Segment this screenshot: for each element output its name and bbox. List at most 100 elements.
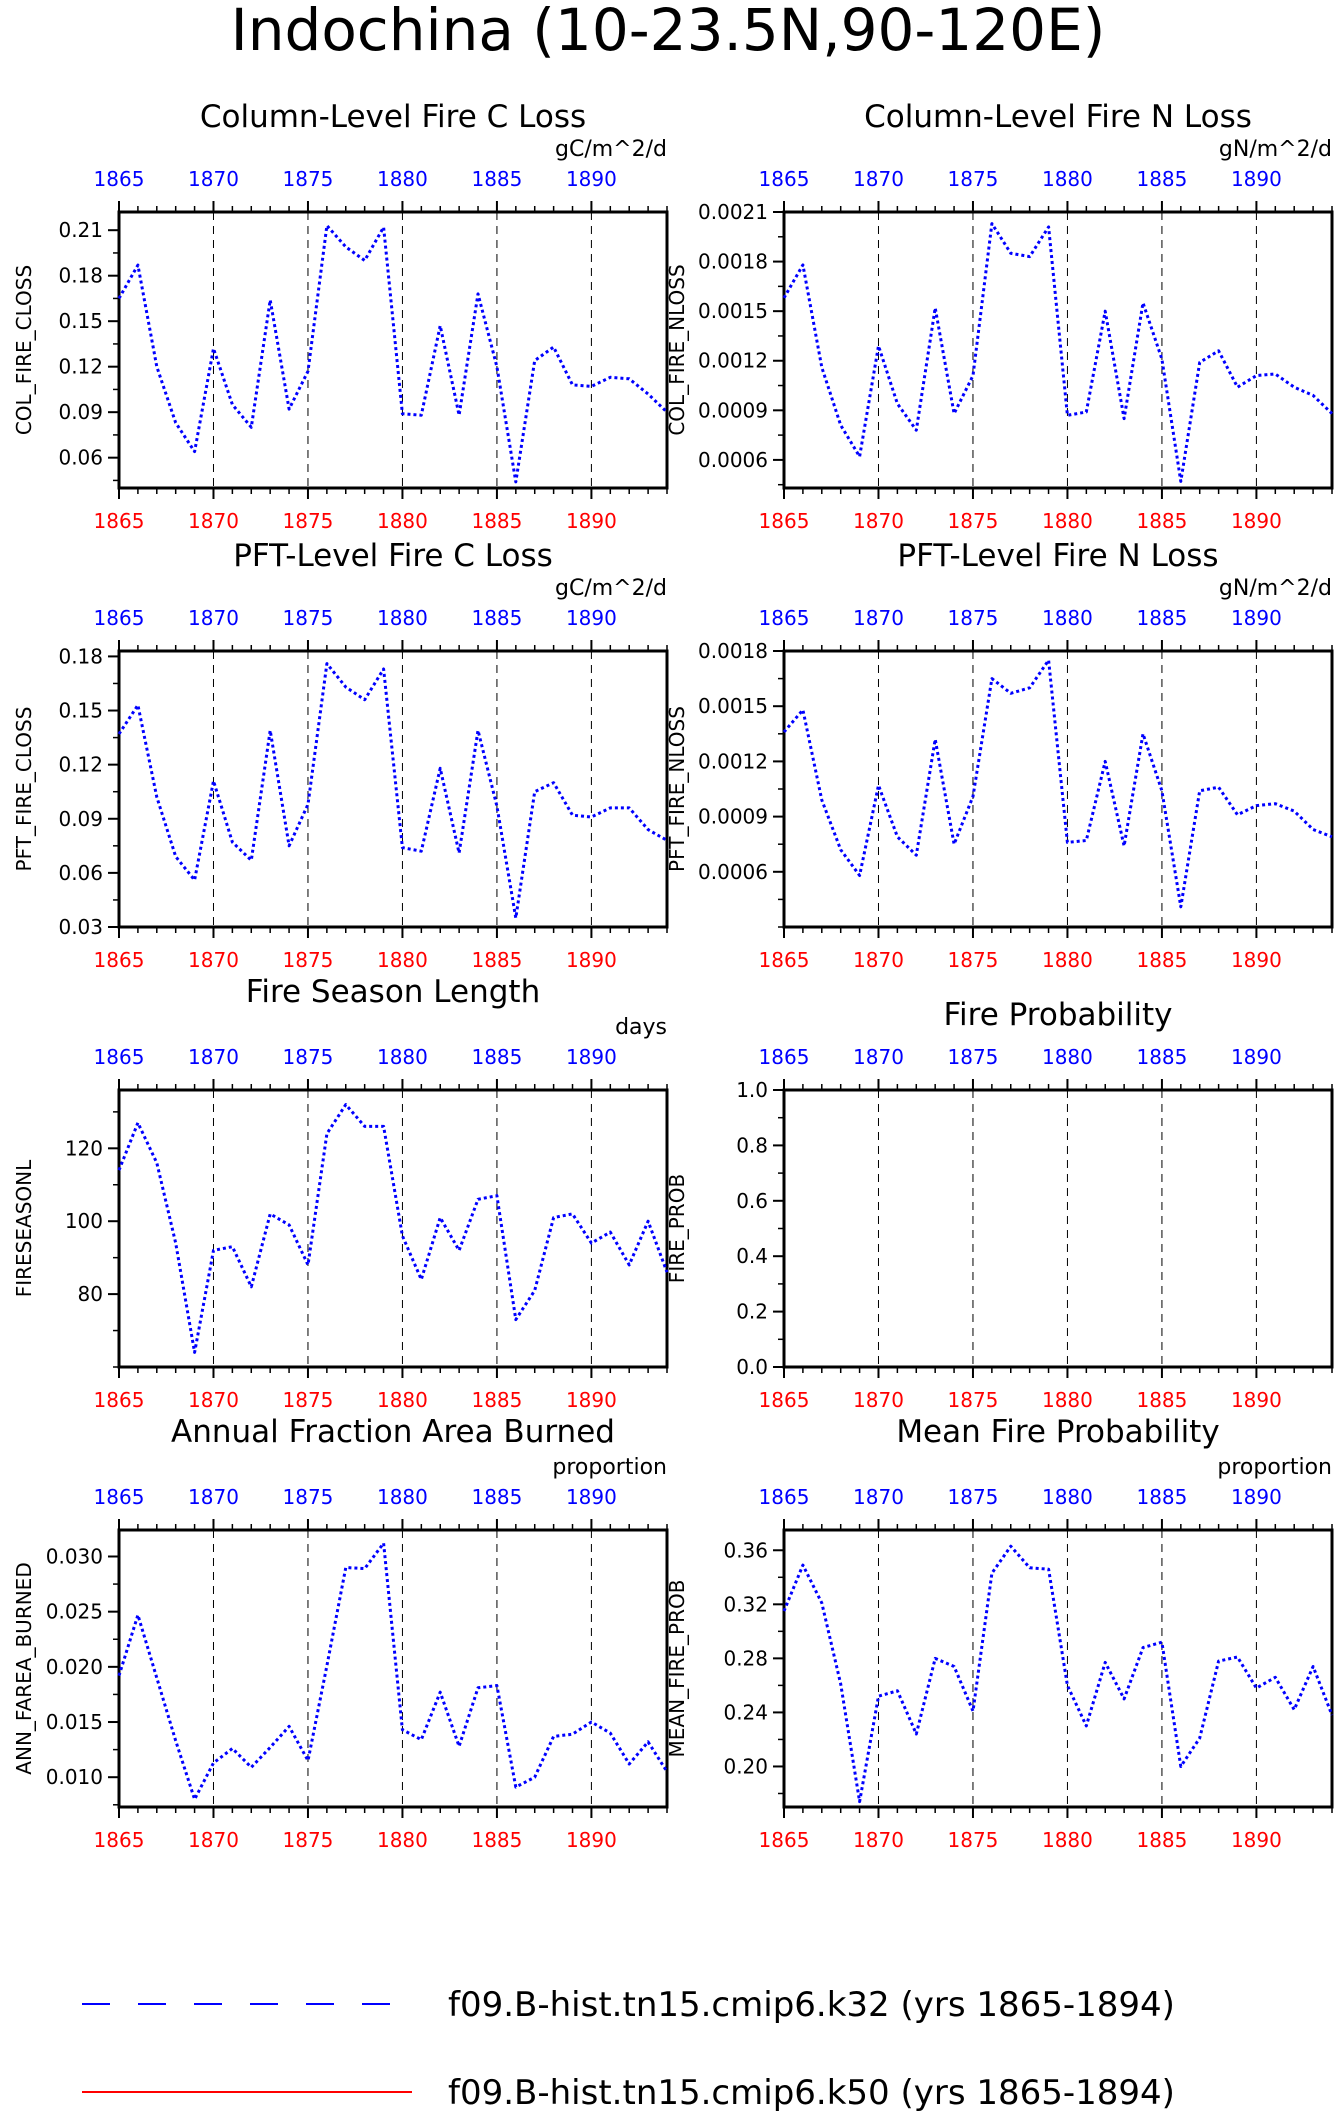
plot-frame bbox=[782, 1528, 1334, 1809]
x-tick-label-top: 1875 bbox=[948, 606, 999, 630]
legend-label-k50: f09.B-hist.tn15.cmip6.k50 (yrs 1865-1894… bbox=[448, 2073, 1175, 2113]
chart-panel-4: Fire Season Length days 1865 1865 1870 1870 18… bbox=[12, 974, 669, 1412]
panel-title: Fire Season Length bbox=[246, 974, 540, 1010]
y-axis-label: ANN_FAREA_BURNED bbox=[12, 1562, 36, 1774]
x-tick-label-bottom: 1885 bbox=[471, 948, 522, 972]
x-tick-label-bottom: 1890 bbox=[566, 1828, 617, 1852]
x-tick-label-top: 1870 bbox=[853, 1045, 904, 1069]
y-tick-label: 0.8 bbox=[736, 1133, 768, 1157]
x-tick-label-top: 1885 bbox=[1136, 1045, 1187, 1069]
panel-title: PFT-Level Fire N Loss bbox=[897, 538, 1218, 574]
x-tick-label-bottom: 1865 bbox=[94, 509, 145, 533]
x-tick-label-top: 1870 bbox=[188, 606, 239, 630]
x-tick-label-top: 1880 bbox=[377, 1485, 428, 1509]
y-tick-label: 0.0018 bbox=[698, 639, 768, 663]
x-tick-label-top: 1885 bbox=[471, 1045, 522, 1069]
y-axis-label: PFT_FIRE_CLOSS bbox=[12, 707, 36, 872]
series-line bbox=[117, 662, 668, 920]
x-tick-label-top: 1885 bbox=[471, 167, 522, 191]
x-tick-label-top: 1885 bbox=[1136, 1485, 1187, 1509]
y-tick-label: 0.0012 bbox=[698, 349, 768, 373]
x-tick-label-bottom: 1870 bbox=[188, 948, 239, 972]
x-tick-label-bottom: 1880 bbox=[1042, 948, 1093, 972]
y-tick-label: 0.36 bbox=[723, 1538, 768, 1562]
y-tick-label: 0.0006 bbox=[698, 860, 768, 884]
x-tick-label-top: 1890 bbox=[566, 167, 617, 191]
x-tick-label-bottom: 1890 bbox=[1231, 509, 1282, 533]
y-tick-label: 0.12 bbox=[58, 355, 103, 379]
x-tick-label-top: 1880 bbox=[377, 1045, 428, 1069]
x-tick-label-top: 1870 bbox=[853, 167, 904, 191]
x-tick-label-bottom: 1875 bbox=[948, 948, 999, 972]
x-tick-label-top: 1875 bbox=[283, 606, 334, 630]
x-tick-label-top: 1880 bbox=[1042, 606, 1093, 630]
panel-title: Column-Level Fire N Loss bbox=[864, 99, 1252, 135]
plot-frame bbox=[782, 210, 1334, 490]
x-tick-label-bottom: 1870 bbox=[853, 948, 904, 972]
x-tick-label-top: 1890 bbox=[1231, 1045, 1282, 1069]
x-tick-label-bottom: 1880 bbox=[377, 509, 428, 533]
y-tick-label: 0.09 bbox=[58, 400, 103, 424]
y-axis-label: COL_FIRE_NLOSS bbox=[665, 264, 689, 435]
x-tick-label-top: 1865 bbox=[759, 167, 810, 191]
y-tick-label: 0.0009 bbox=[698, 805, 768, 829]
y-tick-label: 0.15 bbox=[58, 309, 103, 333]
legend-label-k32: f09.B-hist.tn15.cmip6.k32 (yrs 1865-1894… bbox=[448, 1985, 1175, 2025]
y-tick-label: 0.2 bbox=[736, 1300, 768, 1324]
x-tick-label-top: 1865 bbox=[759, 1485, 810, 1509]
x-tick-label-bottom: 1865 bbox=[94, 1828, 145, 1852]
x-tick-label-bottom: 1870 bbox=[188, 1388, 239, 1412]
x-tick-label-top: 1875 bbox=[283, 167, 334, 191]
x-tick-label-bottom: 1875 bbox=[948, 1388, 999, 1412]
y-tick-label: 0.020 bbox=[46, 1655, 103, 1679]
y-tick-label: 0.0012 bbox=[698, 749, 768, 773]
y-tick-label: 0.4 bbox=[736, 1244, 768, 1268]
x-tick-label-bottom: 1880 bbox=[1042, 1828, 1093, 1852]
units-label: days bbox=[615, 1015, 667, 1040]
y-tick-label: 0.09 bbox=[58, 807, 103, 831]
x-tick-label-top: 1870 bbox=[853, 606, 904, 630]
y-tick-label: 0.06 bbox=[58, 446, 103, 470]
x-tick-label-top: 1880 bbox=[377, 606, 428, 630]
x-tick-label-top: 1885 bbox=[471, 1485, 522, 1509]
y-tick-label: 0.18 bbox=[58, 644, 103, 668]
x-tick-label-top: 1870 bbox=[853, 1485, 904, 1509]
y-tick-label: 0.28 bbox=[723, 1646, 768, 1670]
x-tick-label-top: 1890 bbox=[1231, 606, 1282, 630]
x-tick-label-bottom: 1890 bbox=[1231, 948, 1282, 972]
y-tick-label: 0.24 bbox=[723, 1700, 768, 1724]
x-tick-label-bottom: 1875 bbox=[283, 948, 334, 972]
x-tick-label-bottom: 1870 bbox=[853, 509, 904, 533]
chart-panel-5: Fire Probability 1865 1865 1870 1870 1875 1875… bbox=[665, 997, 1334, 1412]
x-tick-label-bottom: 1875 bbox=[948, 1828, 999, 1852]
y-tick-label: 0.0006 bbox=[698, 448, 768, 472]
x-tick-label-top: 1880 bbox=[1042, 1045, 1093, 1069]
x-tick-label-bottom: 1865 bbox=[759, 948, 810, 972]
x-tick-label-top: 1885 bbox=[471, 606, 522, 630]
x-tick-label-bottom: 1865 bbox=[94, 1388, 145, 1412]
x-tick-label-bottom: 1890 bbox=[566, 948, 617, 972]
x-tick-label-bottom: 1865 bbox=[759, 1388, 810, 1412]
x-tick-label-top: 1870 bbox=[188, 167, 239, 191]
y-axis-label: PFT_FIRE_NLOSS bbox=[665, 706, 689, 872]
series-line bbox=[782, 658, 1333, 909]
x-tick-label-top: 1890 bbox=[1231, 167, 1282, 191]
panel-title: Fire Probability bbox=[943, 997, 1172, 1033]
units-label: gC/m^2/d bbox=[555, 137, 667, 162]
x-tick-label-top: 1870 bbox=[188, 1485, 239, 1509]
panel-title: Annual Fraction Area Burned bbox=[171, 1414, 615, 1450]
x-tick-label-top: 1865 bbox=[94, 1485, 145, 1509]
panel-title: Mean Fire Probability bbox=[896, 1414, 1219, 1450]
y-tick-label: 0.0 bbox=[736, 1355, 768, 1379]
x-tick-label-bottom: 1885 bbox=[471, 1828, 522, 1852]
x-tick-label-bottom: 1880 bbox=[377, 1388, 428, 1412]
x-tick-label-top: 1890 bbox=[1231, 1485, 1282, 1509]
x-tick-label-top: 1885 bbox=[1136, 606, 1187, 630]
x-tick-label-bottom: 1885 bbox=[1136, 509, 1187, 533]
x-tick-label-bottom: 1885 bbox=[471, 509, 522, 533]
x-tick-label-top: 1880 bbox=[1042, 1485, 1093, 1509]
y-tick-label: 0.20 bbox=[723, 1754, 768, 1778]
